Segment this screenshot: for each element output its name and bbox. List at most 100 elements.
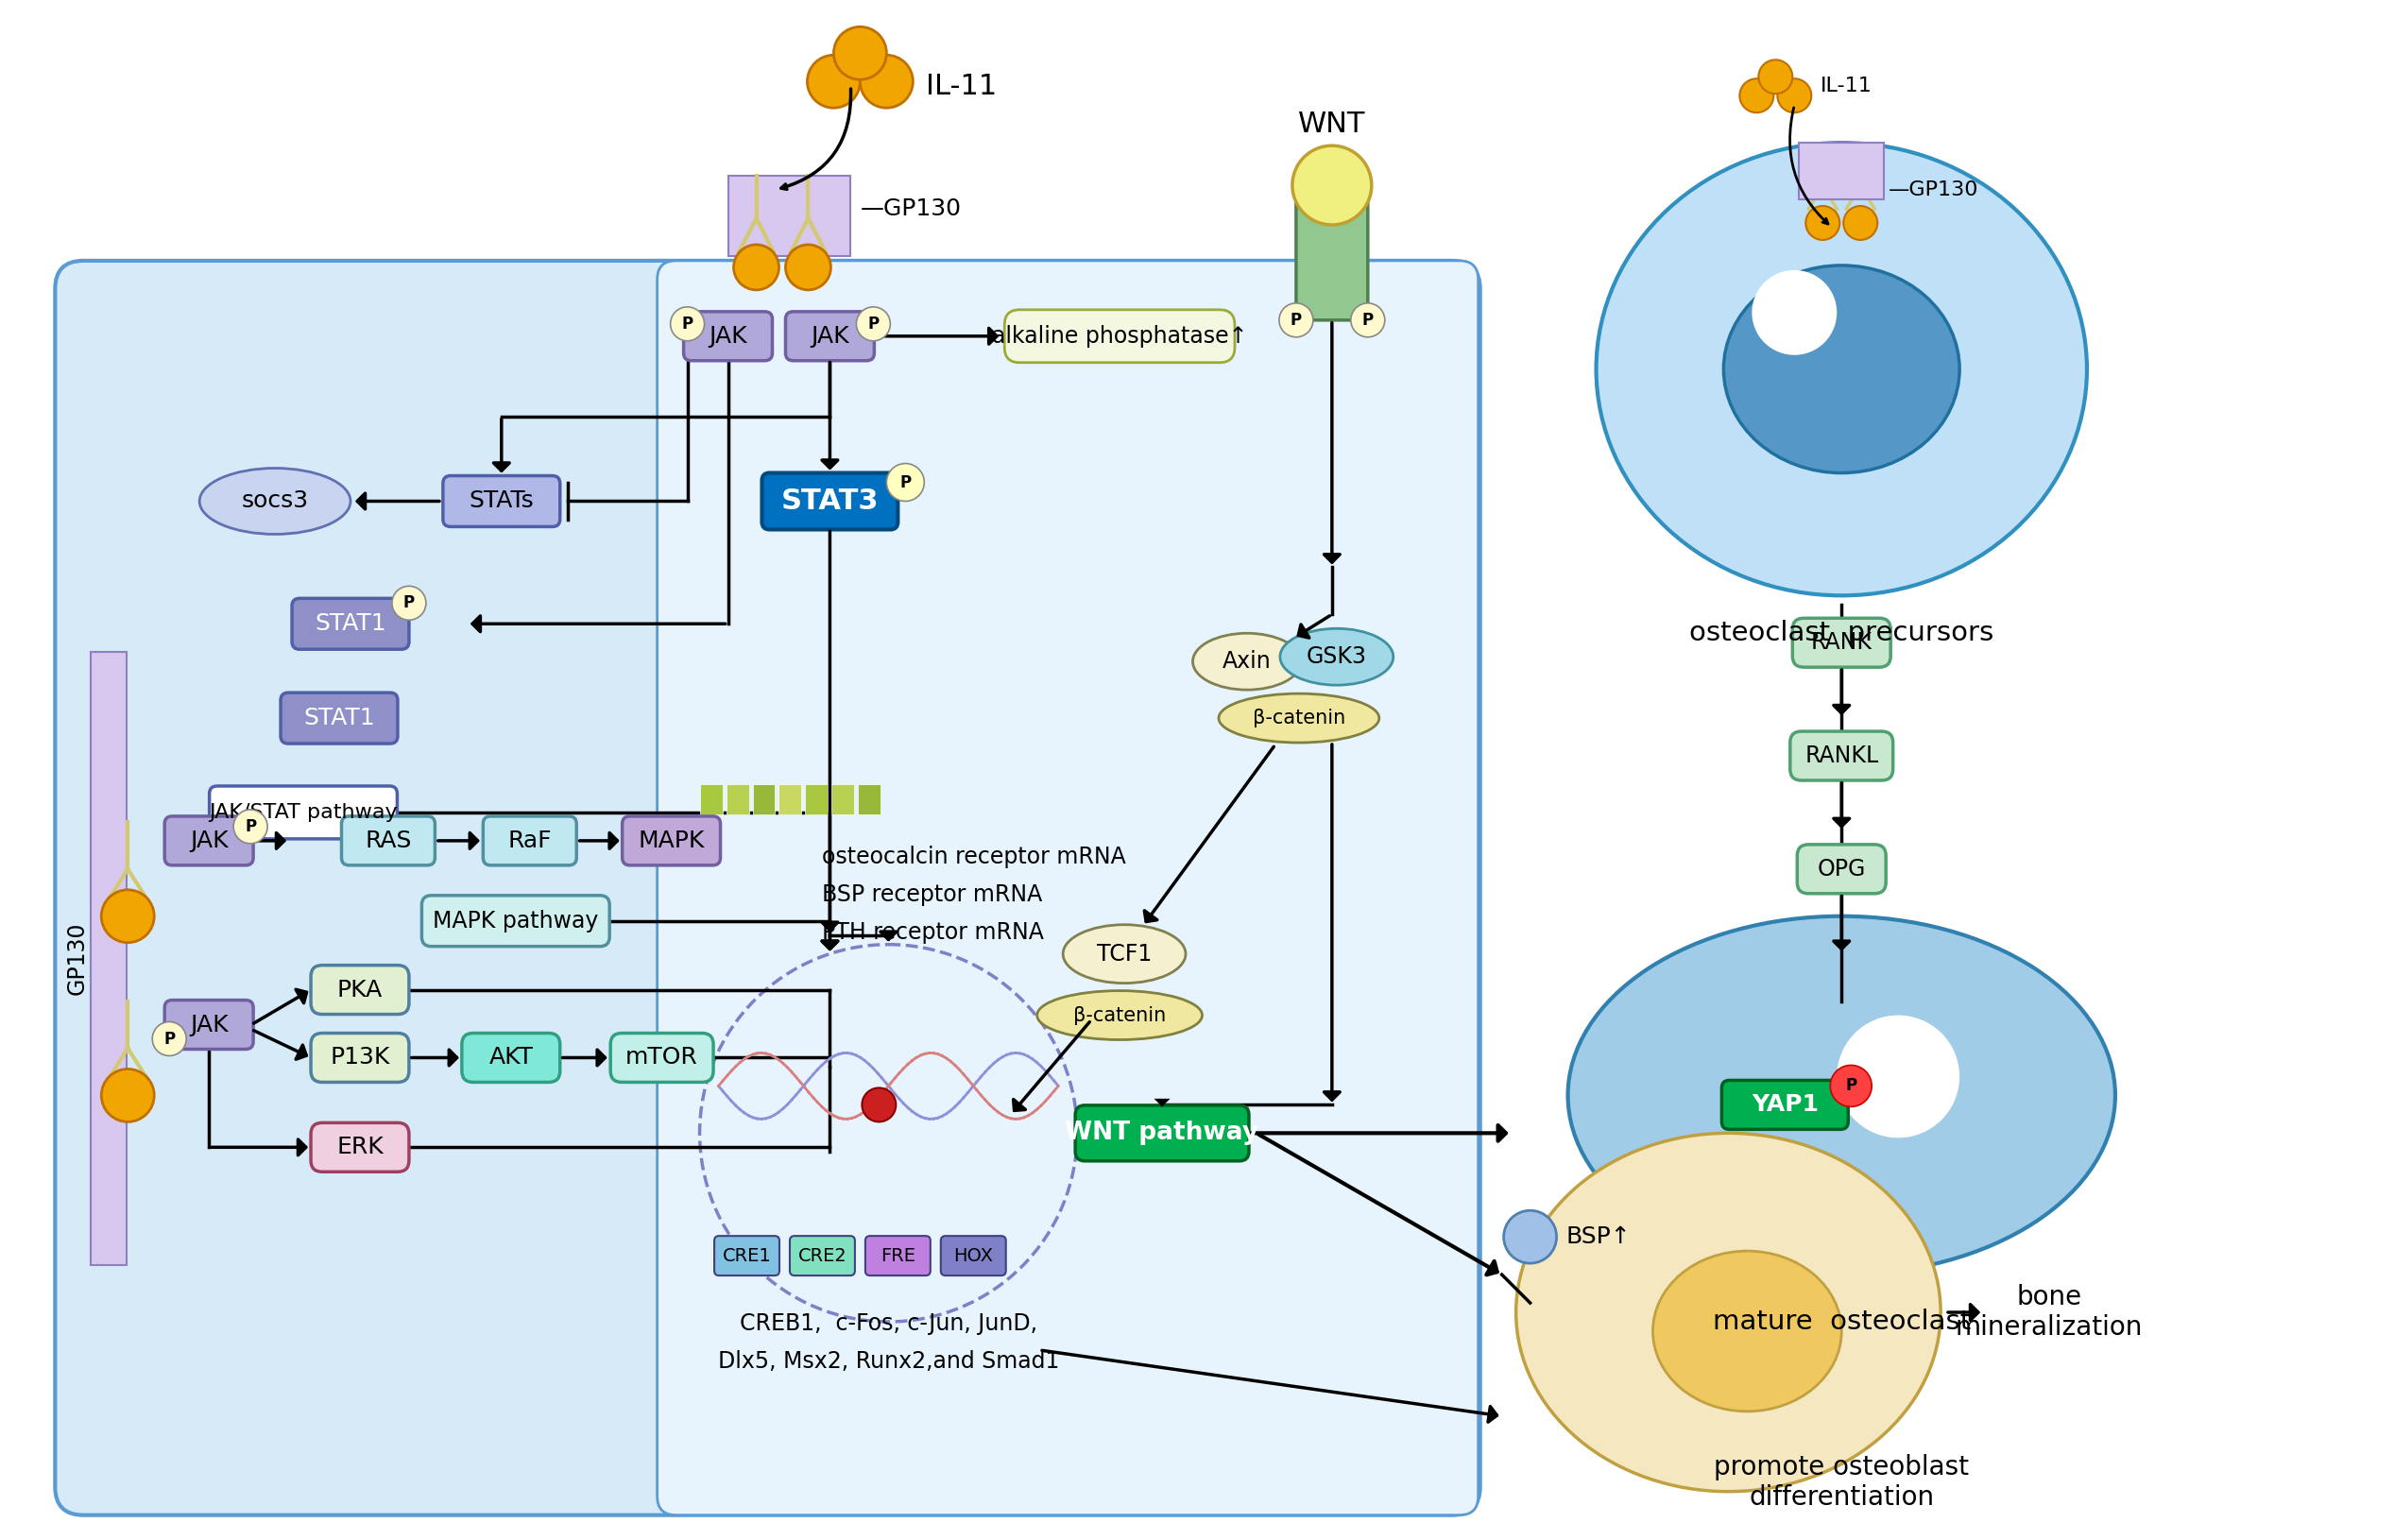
Ellipse shape	[1515, 1133, 1942, 1492]
Text: GP130: GP130	[65, 922, 89, 995]
Text: FRE: FRE	[881, 1247, 915, 1264]
FancyBboxPatch shape	[713, 1237, 780, 1275]
Ellipse shape	[1063, 924, 1185, 983]
FancyBboxPatch shape	[728, 176, 850, 256]
Text: P: P	[1290, 311, 1302, 328]
Text: ERK: ERK	[338, 1137, 383, 1158]
Text: RaF: RaF	[508, 830, 553, 852]
Ellipse shape	[1037, 990, 1202, 1040]
Text: promote osteoblast
differentiation: promote osteoblast differentiation	[1714, 1454, 1970, 1511]
Text: WNT pathway: WNT pathway	[1065, 1121, 1259, 1146]
Text: STATs: STATs	[469, 490, 534, 513]
Circle shape	[785, 245, 831, 290]
Text: β-catenin: β-catenin	[1073, 1006, 1166, 1024]
FancyBboxPatch shape	[484, 816, 577, 865]
Ellipse shape	[1568, 916, 2116, 1275]
FancyBboxPatch shape	[857, 784, 881, 815]
Text: CRE2: CRE2	[797, 1247, 847, 1264]
FancyBboxPatch shape	[292, 599, 409, 650]
Circle shape	[1752, 270, 1836, 356]
Text: YAP1: YAP1	[1752, 1093, 1819, 1116]
Text: P: P	[163, 1030, 175, 1047]
Circle shape	[235, 810, 268, 844]
Text: RAS: RAS	[364, 830, 412, 852]
FancyBboxPatch shape	[790, 1237, 855, 1275]
Text: STAT1: STAT1	[304, 707, 376, 730]
FancyBboxPatch shape	[311, 966, 409, 1015]
FancyBboxPatch shape	[1005, 310, 1235, 362]
Circle shape	[1836, 1015, 1961, 1138]
Circle shape	[886, 464, 924, 500]
Text: STAT3: STAT3	[780, 488, 879, 514]
FancyBboxPatch shape	[1798, 844, 1886, 893]
FancyBboxPatch shape	[761, 473, 898, 530]
FancyBboxPatch shape	[941, 1237, 1005, 1275]
Text: P: P	[682, 316, 694, 333]
Text: P13K: P13K	[330, 1046, 390, 1069]
Text: P: P	[1362, 311, 1374, 328]
FancyBboxPatch shape	[1295, 192, 1367, 320]
Text: BSP↑: BSP↑	[1566, 1226, 1630, 1249]
Circle shape	[153, 1023, 187, 1056]
Text: —GP130: —GP130	[859, 197, 960, 220]
Circle shape	[1760, 60, 1793, 94]
Text: alkaline phosphatase↑: alkaline phosphatase↑	[991, 325, 1247, 348]
FancyBboxPatch shape	[778, 784, 802, 815]
FancyBboxPatch shape	[165, 999, 254, 1049]
Circle shape	[807, 55, 859, 108]
Text: P: P	[1846, 1078, 1858, 1095]
Circle shape	[1350, 303, 1384, 337]
Circle shape	[1831, 1066, 1872, 1107]
Ellipse shape	[1724, 265, 1961, 473]
Text: mTOR: mTOR	[625, 1046, 699, 1069]
Ellipse shape	[1652, 1250, 1841, 1411]
Text: BSP receptor mRNA: BSP receptor mRNA	[824, 882, 1044, 906]
FancyBboxPatch shape	[1075, 1106, 1250, 1161]
Text: socs3: socs3	[242, 490, 309, 513]
FancyBboxPatch shape	[752, 784, 776, 815]
FancyBboxPatch shape	[280, 693, 397, 744]
Text: STAT1: STAT1	[314, 613, 385, 634]
Text: PTH receptor mRNA: PTH receptor mRNA	[824, 921, 1044, 944]
Circle shape	[1843, 206, 1877, 240]
Text: RANKL: RANKL	[1805, 744, 1879, 767]
FancyBboxPatch shape	[831, 784, 855, 815]
FancyBboxPatch shape	[1721, 1080, 1848, 1129]
Circle shape	[670, 306, 704, 340]
FancyBboxPatch shape	[658, 260, 1477, 1515]
Text: mature  osteoclast: mature osteoclast	[1712, 1309, 1970, 1335]
Text: Dlx5, Msx2, Runx2,and Smad1: Dlx5, Msx2, Runx2,and Smad1	[718, 1351, 1058, 1372]
Ellipse shape	[1219, 693, 1379, 742]
FancyBboxPatch shape	[443, 476, 560, 527]
Text: JAK: JAK	[709, 325, 747, 348]
Text: P: P	[244, 818, 256, 835]
Text: —GP130: —GP130	[1889, 180, 1980, 199]
Text: IL-11: IL-11	[1822, 77, 1872, 95]
FancyBboxPatch shape	[610, 1033, 713, 1083]
Circle shape	[1805, 206, 1839, 240]
Text: JAK/STAT pathway: JAK/STAT pathway	[208, 802, 397, 822]
Ellipse shape	[1597, 143, 2088, 596]
FancyBboxPatch shape	[165, 816, 254, 865]
Text: JAK: JAK	[189, 830, 227, 852]
FancyBboxPatch shape	[725, 784, 749, 815]
Text: P: P	[402, 594, 414, 611]
Ellipse shape	[1281, 628, 1393, 685]
Text: TCF1: TCF1	[1096, 942, 1152, 966]
FancyBboxPatch shape	[421, 895, 610, 947]
Circle shape	[857, 306, 891, 340]
FancyBboxPatch shape	[699, 784, 723, 815]
Circle shape	[1776, 79, 1812, 112]
FancyBboxPatch shape	[1798, 143, 1884, 199]
FancyBboxPatch shape	[622, 816, 721, 865]
Circle shape	[101, 890, 153, 942]
Text: P: P	[867, 316, 879, 333]
Circle shape	[862, 1087, 895, 1121]
FancyBboxPatch shape	[864, 1237, 931, 1275]
Text: osteocalcin receptor mRNA: osteocalcin receptor mRNA	[824, 845, 1125, 869]
Circle shape	[1740, 79, 1774, 112]
FancyBboxPatch shape	[462, 1033, 560, 1083]
Text: β-catenin: β-catenin	[1252, 708, 1345, 727]
FancyBboxPatch shape	[1791, 732, 1894, 781]
Text: bone
mineralization: bone mineralization	[1956, 1284, 2143, 1341]
